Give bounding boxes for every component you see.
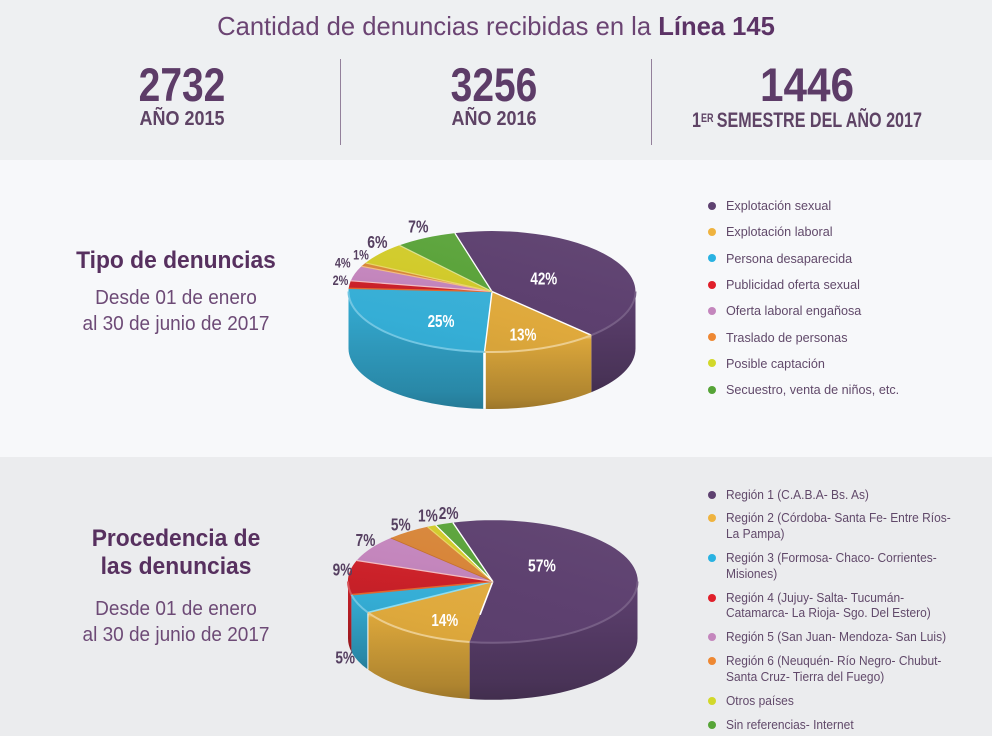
svg-text:1%: 1% [418,507,438,526]
svg-text:9%: 9% [333,561,353,580]
svg-text:25%: 25% [428,313,455,332]
svg-text:42%: 42% [530,270,557,289]
svg-text:57%: 57% [528,557,556,576]
svg-text:14%: 14% [431,612,458,631]
svg-text:7%: 7% [356,532,376,551]
svg-text:2%: 2% [333,273,349,289]
svg-text:13%: 13% [510,326,537,345]
svg-text:2%: 2% [439,504,459,523]
svg-text:4%: 4% [335,255,351,271]
svg-text:5%: 5% [335,649,355,668]
svg-text:1%: 1% [353,247,369,263]
svg-text:7%: 7% [408,217,428,237]
svg-text:6%: 6% [367,232,387,252]
svg-text:5%: 5% [391,516,411,535]
